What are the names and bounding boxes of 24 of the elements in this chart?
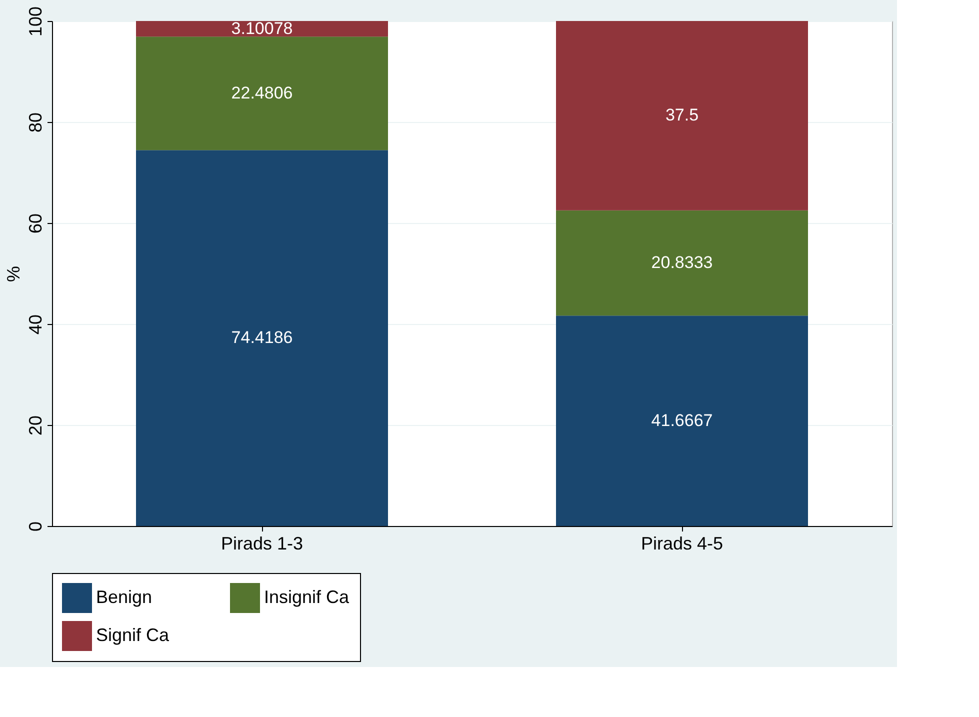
bar [556,316,808,526]
y-tick-label: 0 [26,521,46,532]
y-axis-title: % [4,266,24,282]
data-label: 37.5 [665,106,699,125]
x-tick-label: Pirads 1-3 [220,534,304,554]
legend-label: Benign [96,587,152,607]
bar [556,21,808,210]
legend-label: Signif Ca [96,625,170,645]
bar [136,36,388,150]
x-tick-label: Pirads 4-5 [640,534,724,554]
data-label: 3.10078 [231,18,293,38]
bar [556,210,808,316]
data-label: 22.4806 [231,83,293,102]
y-tick-label: 100 [26,6,46,37]
y-tick-label: 40 [26,314,46,335]
bar [136,150,388,526]
bar [136,21,388,37]
y-tick-label: 60 [26,213,46,234]
y-tick-label: 20 [26,415,46,436]
y-tick-label: 80 [26,112,46,133]
data-label: 74.4186 [231,328,293,348]
data-label: 20.8333 [651,252,713,272]
data-label: 41.6667 [651,410,713,430]
legend-label: Insignif Ca [264,587,350,607]
